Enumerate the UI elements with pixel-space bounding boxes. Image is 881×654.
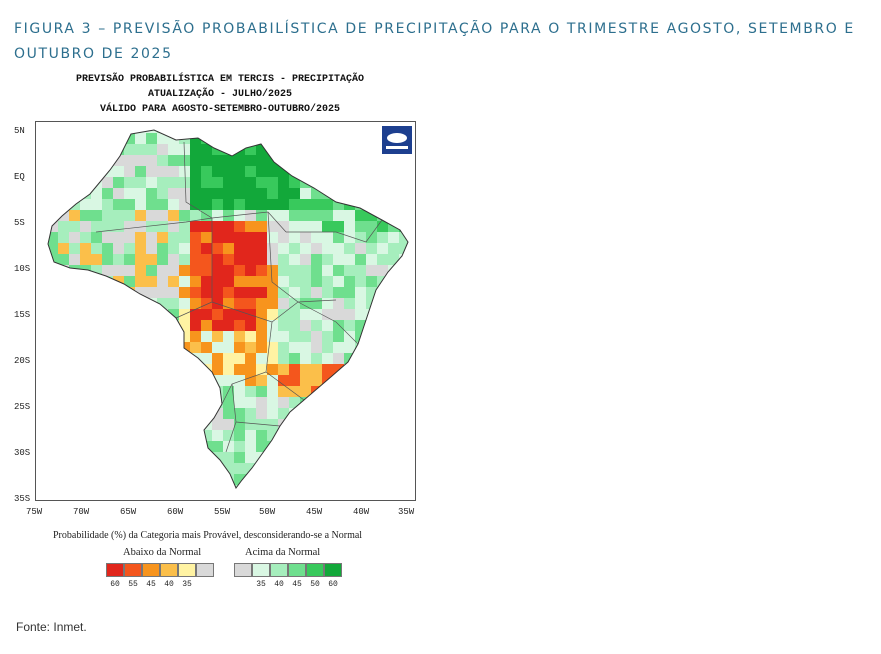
legend-tick-below: 45 — [146, 580, 156, 589]
lon-label: 45W — [306, 507, 323, 517]
lon-label: 55W — [214, 507, 231, 517]
lat-label: 25S — [14, 402, 31, 412]
legend-swatch-above — [252, 563, 270, 577]
country-outline — [47, 129, 409, 489]
inmet-logo-icon — [382, 126, 412, 154]
legend-swatch-below — [106, 563, 124, 577]
brazil-precipitation-map — [47, 126, 412, 489]
lon-label: 60W — [167, 507, 184, 517]
state-borders — [95, 141, 383, 453]
probability-note: Probabilidade (%) da Categoria mais Prov… — [53, 530, 363, 541]
map-frame — [35, 121, 416, 501]
legend-swatch-neutral — [234, 563, 252, 577]
legend-swatch-below — [160, 563, 178, 577]
map-title: PREVISÃO PROBABILÍSTICA EM TERCIS - PREC… — [40, 72, 400, 117]
legend-tick-above: 60 — [328, 580, 338, 589]
lat-label: 30S — [14, 448, 31, 458]
lon-label: 35W — [398, 507, 415, 517]
legend-above-title: Acima da Normal — [245, 547, 321, 558]
legend-swatch-below — [124, 563, 142, 577]
map-title-line2: ATUALIZAÇÃO - JULHO/2025 — [147, 89, 293, 100]
lon-label: 75W — [26, 507, 43, 517]
legend-tick-above: 40 — [274, 580, 284, 589]
figure-caption: FIGURA 3 – PREVISÃO PROBABILÍSTICA DE PR… — [14, 21, 855, 62]
legend-swatch-above — [270, 563, 288, 577]
lat-label: 35S — [14, 494, 31, 504]
legend-swatch-below — [142, 563, 160, 577]
lat-label: 5S — [14, 218, 25, 228]
source-note: Fonte: Inmet. — [16, 620, 87, 634]
lat-label: 15S — [14, 310, 31, 320]
legend-tick-below: 40 — [164, 580, 174, 589]
legend-tick-above: 50 — [310, 580, 320, 589]
map-title-line1: PREVISÃO PROBABILÍSTICA EM TERCIS - PREC… — [75, 74, 365, 85]
lon-label: 50W — [259, 507, 276, 517]
probability-cells — [48, 130, 408, 488]
legend-swatch-above — [288, 563, 306, 577]
legend-tick-below: 60 — [110, 580, 120, 589]
legend-below-title: Abaixo da Normal — [123, 547, 202, 558]
lat-label: EQ — [14, 172, 25, 182]
lon-label: 40W — [353, 507, 370, 517]
legend-tick-above: 45 — [292, 580, 302, 589]
lon-label: 70W — [73, 507, 90, 517]
legend-tick-below: 35 — [182, 580, 192, 589]
legend-swatch-neutral — [196, 563, 214, 577]
lon-label: 65W — [120, 507, 137, 517]
lat-label: 10S — [14, 264, 31, 274]
lat-label: 20S — [14, 356, 31, 366]
legend-swatch-above — [324, 563, 342, 577]
map-title-line3: VÁLIDO PARA AGOSTO-SETEMBRO-OUTUBRO/2025 — [99, 104, 341, 115]
lat-label: 5N — [14, 126, 25, 136]
legend-swatch-above — [306, 563, 324, 577]
legend-tick-below: 55 — [128, 580, 138, 589]
legend-tick-above: 35 — [256, 580, 266, 589]
legend-swatch-below — [178, 563, 196, 577]
